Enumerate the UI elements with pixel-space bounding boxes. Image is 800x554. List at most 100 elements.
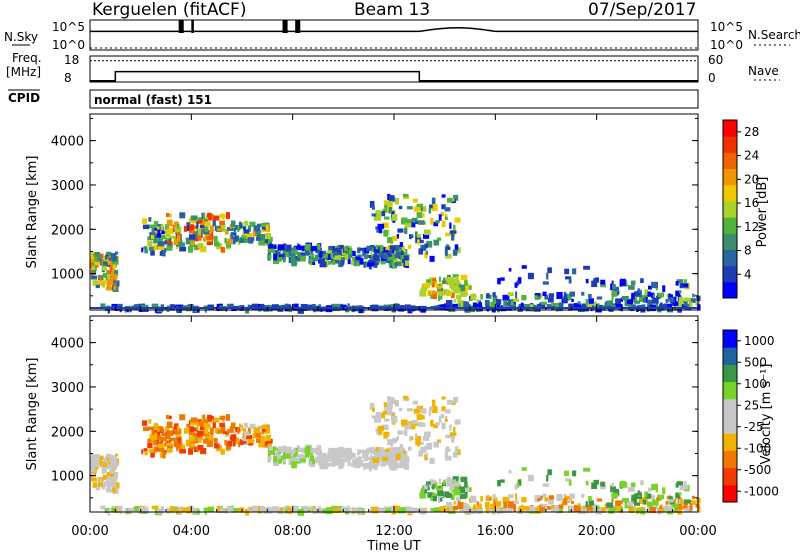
velocity-echo bbox=[691, 495, 695, 500]
power-echo bbox=[343, 246, 348, 252]
velocity-echo bbox=[264, 441, 268, 446]
velocity-echo bbox=[166, 448, 173, 453]
velocity-echo bbox=[238, 507, 243, 512]
power-echo bbox=[144, 249, 148, 254]
velocity-echo bbox=[375, 412, 382, 419]
power-echo bbox=[158, 245, 165, 251]
velocity-echo bbox=[185, 439, 190, 447]
velocity-echo bbox=[160, 506, 165, 512]
power-echo bbox=[104, 279, 107, 285]
power-echo bbox=[399, 242, 403, 247]
power-echo bbox=[112, 264, 116, 269]
power-echo bbox=[227, 238, 233, 245]
power-echo bbox=[523, 304, 529, 309]
velocity-echo bbox=[243, 422, 248, 428]
x-axis-label: Time UT bbox=[366, 539, 420, 554]
velocity-echo bbox=[460, 476, 468, 483]
power-echo bbox=[293, 303, 299, 310]
power-echo bbox=[548, 293, 555, 298]
power-echo bbox=[403, 247, 406, 252]
power-echo bbox=[675, 280, 679, 286]
velocity-echo bbox=[679, 484, 684, 491]
velocity-echo bbox=[212, 421, 216, 429]
velocity-echo bbox=[175, 433, 178, 437]
velocity-echo bbox=[604, 507, 609, 511]
velocity-echo bbox=[112, 466, 116, 471]
velocity-echo bbox=[415, 507, 421, 512]
power-echo bbox=[209, 225, 214, 233]
power-echo bbox=[396, 234, 400, 239]
velocity-echo bbox=[548, 495, 555, 500]
velocity-echo bbox=[260, 425, 268, 429]
power-echo bbox=[338, 260, 343, 268]
velocity-echo bbox=[240, 440, 244, 446]
power-echo bbox=[441, 204, 446, 210]
power-echo bbox=[564, 268, 570, 275]
power-echo bbox=[572, 268, 577, 275]
velocity-echo bbox=[521, 496, 527, 503]
power-echo bbox=[366, 245, 373, 251]
power-echo bbox=[502, 294, 510, 301]
power-echo bbox=[683, 300, 688, 307]
velocity-echo bbox=[114, 471, 119, 478]
velocity-echo bbox=[166, 421, 173, 429]
power-echo bbox=[547, 267, 552, 274]
power-colorbar-cell bbox=[723, 120, 737, 137]
power-echo bbox=[399, 260, 404, 265]
velocity-echo bbox=[391, 463, 395, 471]
velocity-echo bbox=[638, 490, 641, 496]
velocity-echo bbox=[213, 437, 218, 444]
velocity-echo bbox=[446, 476, 451, 481]
x-tick-label: 00:00 bbox=[71, 524, 108, 539]
velocity-echo bbox=[438, 416, 442, 423]
velocity-echo bbox=[194, 438, 199, 444]
power-echo bbox=[541, 301, 548, 305]
velocity-echo bbox=[219, 415, 226, 421]
power-echo bbox=[540, 293, 543, 298]
power-echo bbox=[92, 280, 97, 286]
power-echo bbox=[397, 306, 403, 312]
velocity-echo bbox=[310, 448, 318, 454]
velocity-echo bbox=[92, 482, 97, 488]
power-echo bbox=[352, 256, 358, 261]
power-echo bbox=[414, 220, 419, 224]
power-echo bbox=[421, 212, 425, 218]
velocity-echo bbox=[153, 446, 158, 453]
velocity-echo bbox=[416, 405, 424, 410]
power-echo bbox=[320, 306, 323, 313]
velocity-echo bbox=[394, 446, 401, 453]
power-echo bbox=[219, 220, 225, 225]
power-echo bbox=[569, 291, 576, 297]
velocity-echo bbox=[237, 427, 240, 435]
velocity-echo bbox=[444, 451, 448, 458]
velocity-echo bbox=[100, 505, 106, 510]
power-echo bbox=[425, 250, 429, 255]
velocity-echo bbox=[166, 414, 170, 419]
velocity-echo bbox=[484, 501, 490, 508]
velocity-echo bbox=[330, 454, 334, 460]
velocity-echo bbox=[401, 461, 408, 465]
velocity-echo bbox=[277, 446, 285, 453]
power-echo bbox=[683, 297, 691, 302]
velocity-echo bbox=[177, 425, 180, 431]
power-echo bbox=[420, 239, 424, 243]
velocity-echo bbox=[238, 423, 242, 428]
velocity-echo bbox=[600, 481, 606, 487]
power-colorbar-cell bbox=[723, 265, 737, 283]
velocity-echo bbox=[615, 500, 621, 506]
velocity-echo bbox=[200, 447, 207, 455]
power-echo bbox=[422, 234, 430, 239]
velocity-echo bbox=[676, 481, 684, 486]
velocity-echo bbox=[318, 461, 321, 466]
velocity-echo bbox=[309, 461, 313, 468]
power-echo bbox=[149, 232, 156, 237]
power-echo bbox=[411, 217, 418, 222]
power-echo bbox=[363, 254, 368, 260]
power-echo bbox=[460, 274, 468, 281]
velocity-echo bbox=[372, 457, 380, 464]
power-echo bbox=[403, 249, 408, 255]
power-echo bbox=[287, 304, 292, 309]
velocity-echo bbox=[319, 463, 327, 470]
power-colorbar-tick-label: 20 bbox=[744, 172, 759, 186]
power-echo bbox=[432, 279, 438, 287]
